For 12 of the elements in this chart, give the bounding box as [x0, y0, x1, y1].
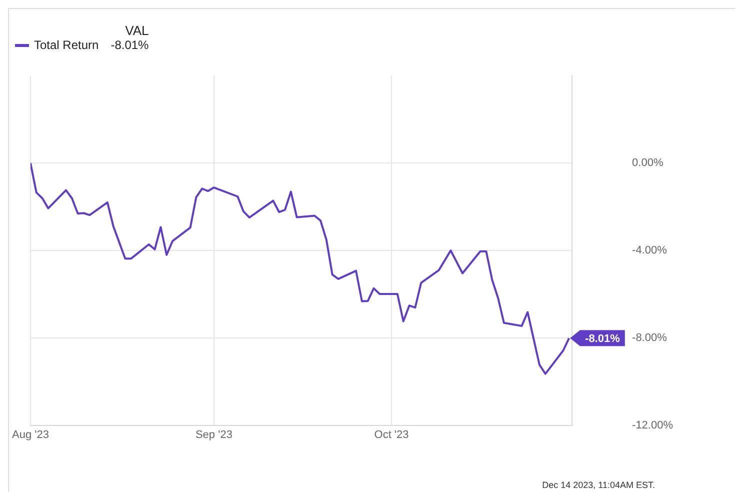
- y-tick-label: 0.00%: [632, 157, 664, 170]
- x-tick-label: Oct '23: [374, 429, 409, 442]
- y-tick-label: -8.00%: [632, 332, 668, 344]
- legend-label: Total Return: [33, 38, 100, 52]
- x-tick-label: Aug '23: [12, 429, 49, 442]
- x-tick-label: Sep '23: [195, 429, 232, 442]
- text: Dec 14 2023, 11:04AM EST.: [542, 480, 655, 490]
- y-tick-label: -12.00%: [632, 419, 674, 432]
- y-tick-label: -4.00%: [632, 244, 668, 257]
- text: -8.01%: [110, 38, 150, 52]
- annotation: -8.01%: [585, 333, 620, 346]
- legend-title: VAL: [124, 23, 150, 38]
